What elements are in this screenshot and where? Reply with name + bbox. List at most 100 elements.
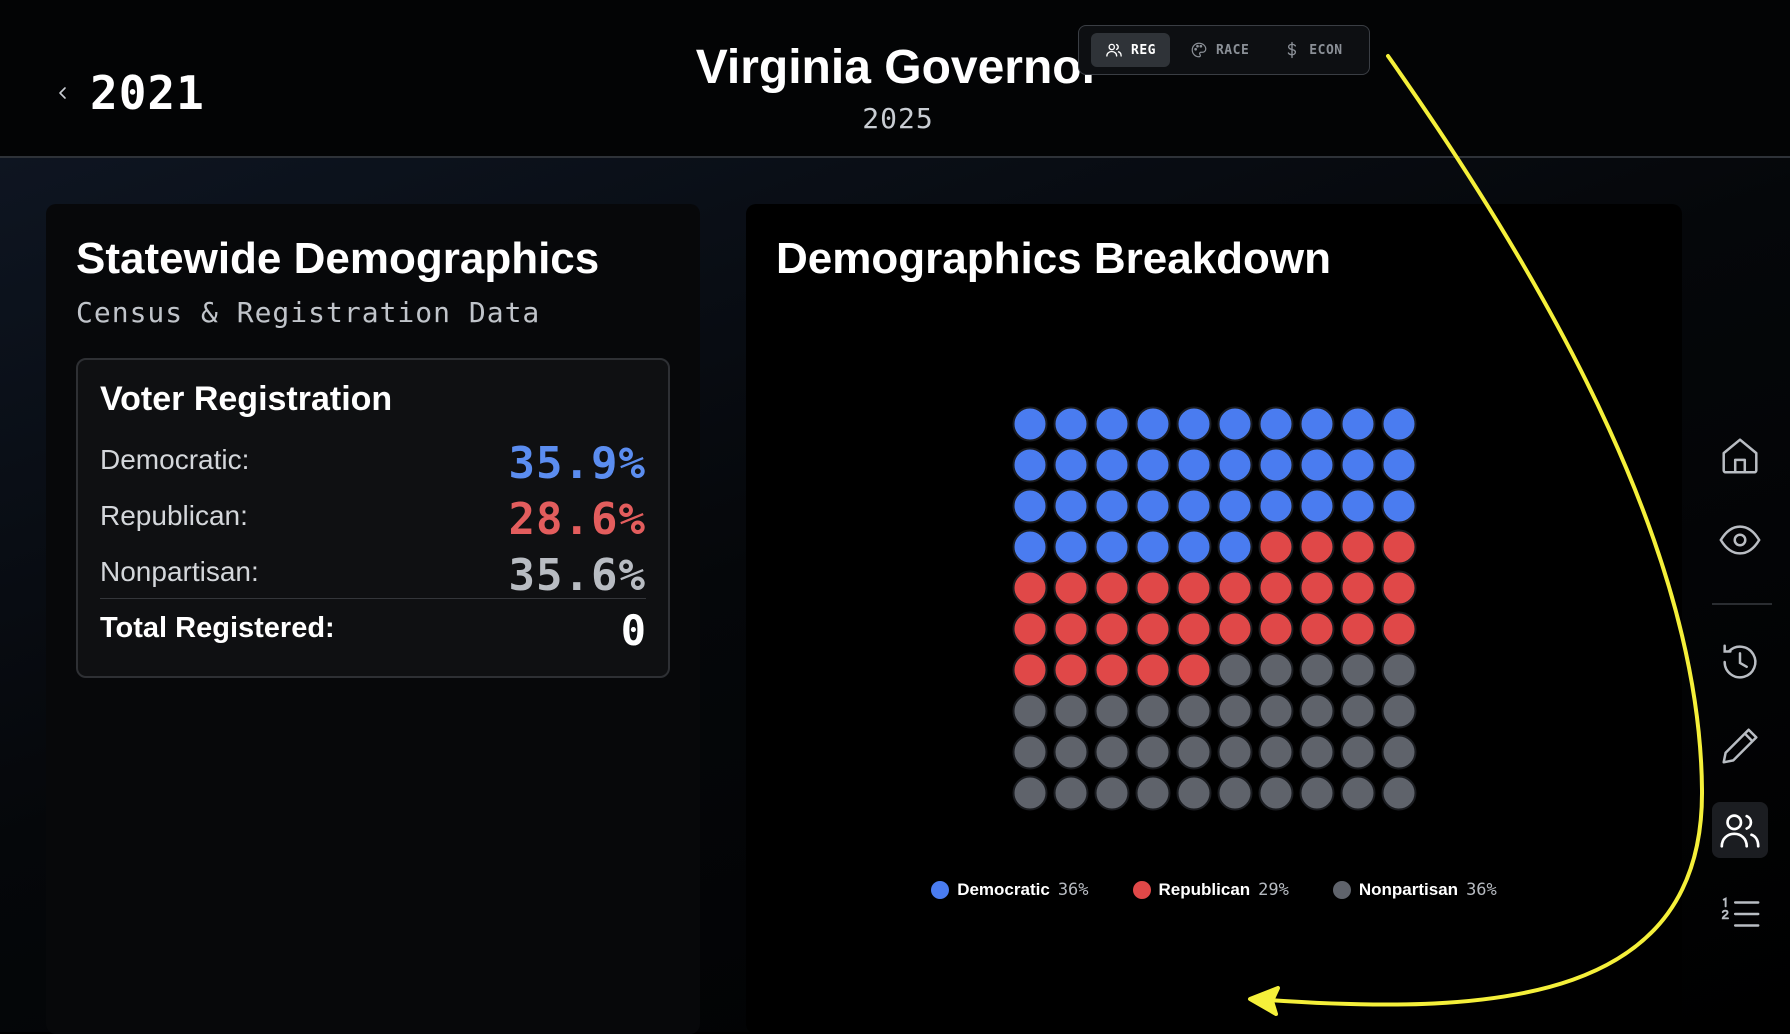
- waffle-dot-nonpartisan: [1094, 734, 1130, 770]
- users-icon: [1106, 43, 1122, 57]
- waffle-dot-democratic: [1053, 406, 1089, 442]
- waffle-dot-republican: [1012, 652, 1048, 688]
- waffle-dot-democratic: [1340, 447, 1376, 483]
- waffle-dot-nonpartisan: [1340, 775, 1376, 811]
- waffle-dot-democratic: [1012, 406, 1048, 442]
- ranking-button[interactable]: [1712, 886, 1768, 942]
- waffle-dot-democratic: [1012, 529, 1048, 565]
- waffle-dot-nonpartisan: [1299, 693, 1335, 729]
- waffle-dot-democratic: [1176, 447, 1212, 483]
- waffle-dot-democratic: [1094, 488, 1130, 524]
- waffle-dot-republican: [1381, 570, 1417, 606]
- waffle-dot-republican: [1340, 611, 1376, 647]
- demographics-button[interactable]: [1712, 802, 1768, 858]
- demographics-breakdown-card: Demographics Breakdown Democratic 36% Re…: [746, 204, 1682, 1034]
- waffle-dot-nonpartisan: [1094, 693, 1130, 729]
- chevron-left-icon: [59, 87, 66, 99]
- waffle-dot-nonpartisan: [1217, 652, 1253, 688]
- waffle-dot-democratic: [1012, 488, 1048, 524]
- waffle-dot-republican: [1381, 529, 1417, 565]
- palette-icon: [1191, 42, 1207, 58]
- voter-registration-panel: Voter Registration Democratic: 35.9% Rep…: [76, 358, 670, 678]
- waffle-dot-democratic: [1340, 406, 1376, 442]
- mode-race-button[interactable]: RACE: [1176, 33, 1263, 67]
- waffle-dot-republican: [1340, 570, 1376, 606]
- waffle-dot-democratic: [1217, 529, 1253, 565]
- waffle-dot-democratic: [1176, 488, 1212, 524]
- toolbar-divider: [1712, 603, 1772, 605]
- legend-item-nonpartisan: Nonpartisan 36%: [1332, 880, 1497, 900]
- waffle-dot-republican: [1176, 652, 1212, 688]
- waffle-dot-republican: [1299, 529, 1335, 565]
- registration-value: 35.9%: [508, 438, 646, 489]
- waffle-dot-democratic: [1299, 447, 1335, 483]
- mode-econ-button[interactable]: ECON: [1269, 33, 1356, 67]
- home-icon: [1722, 438, 1758, 474]
- back-to-previous-year[interactable]: 2021: [56, 66, 205, 120]
- waffle-dot-republican: [1094, 611, 1130, 647]
- waffle-dot-republican: [1299, 611, 1335, 647]
- waffle-dot-nonpartisan: [1135, 775, 1171, 811]
- header-bar: 2021 Virginia Governor 2025 REG RACE ECO…: [0, 0, 1790, 158]
- waffle-dot-nonpartisan: [1217, 734, 1253, 770]
- registration-divider: [100, 598, 646, 599]
- waffle-dot-nonpartisan: [1176, 693, 1212, 729]
- waffle-dot-republican: [1094, 652, 1130, 688]
- waffle-dot-democratic: [1094, 447, 1130, 483]
- legend-swatch: [1132, 881, 1151, 899]
- waffle-dot-republican: [1012, 611, 1048, 647]
- waffle-dot-republican: [1176, 570, 1212, 606]
- view-button[interactable]: [1712, 512, 1768, 568]
- legend-name: Democratic: [957, 880, 1050, 899]
- waffle-dot-republican: [1217, 570, 1253, 606]
- waffle-dot-republican: [1258, 529, 1294, 565]
- mode-reg-label: REG: [1131, 42, 1156, 58]
- legend-name: Nonpartisan: [1358, 880, 1459, 899]
- mode-race-label: RACE: [1215, 42, 1250, 58]
- waffle-dot-democratic: [1053, 529, 1089, 565]
- waffle-dot-nonpartisan: [1012, 775, 1048, 811]
- waffle-dot-democratic: [1053, 488, 1089, 524]
- waffle-dot-republican: [1176, 611, 1212, 647]
- waffle-dot-democratic: [1258, 447, 1294, 483]
- legend-percent: 36%: [1057, 880, 1089, 900]
- waffle-dot-nonpartisan: [1258, 652, 1294, 688]
- home-button[interactable]: [1712, 428, 1768, 484]
- waffle-dot-democratic: [1217, 406, 1253, 442]
- waffle-dot-nonpartisan: [1299, 775, 1335, 811]
- waffle-dot-republican: [1135, 652, 1171, 688]
- registration-row-nonpartisan: Nonpartisan: 35.6%: [100, 550, 646, 606]
- waffle-dot-republican: [1258, 611, 1294, 647]
- waffle-dot-nonpartisan: [1094, 775, 1130, 811]
- waffle-dot-democratic: [1217, 447, 1253, 483]
- waffle-dot-nonpartisan: [1135, 734, 1171, 770]
- waffle-dot-nonpartisan: [1012, 693, 1048, 729]
- mode-econ-label: ECON: [1309, 42, 1343, 58]
- waffle-dot-democratic: [1094, 406, 1130, 442]
- legend-swatch: [931, 881, 950, 899]
- history-button[interactable]: [1712, 634, 1768, 690]
- waffle-dot-nonpartisan: [1258, 693, 1294, 729]
- waffle-dot-democratic: [1135, 406, 1171, 442]
- page-subtitle-year: 2025: [862, 102, 934, 135]
- waffle-dot-democratic: [1340, 488, 1376, 524]
- waffle-dot-nonpartisan: [1381, 734, 1417, 770]
- waffle-dot-democratic: [1299, 488, 1335, 524]
- waffle-dot-democratic: [1176, 529, 1212, 565]
- edit-button[interactable]: [1712, 718, 1768, 774]
- previous-year-label[interactable]: 2021: [90, 66, 205, 120]
- registration-value: 28.6%: [508, 494, 646, 545]
- waffle-dot-nonpartisan: [1135, 693, 1171, 729]
- registration-value: 35.6%: [508, 550, 646, 601]
- waffle-dot-nonpartisan: [1176, 775, 1212, 811]
- history-icon: [1723, 644, 1757, 679]
- waffle-dot-republican: [1340, 529, 1376, 565]
- waffle-dot-nonpartisan: [1217, 693, 1253, 729]
- chart-legend: Democratic 36% Republican 29% Nonpartisa…: [746, 880, 1682, 900]
- waffle-dot-republican: [1012, 570, 1048, 606]
- waffle-dot-nonpartisan: [1340, 734, 1376, 770]
- mode-reg-button[interactable]: REG: [1091, 33, 1170, 67]
- users-icon: [1720, 814, 1760, 848]
- registration-label: Nonpartisan:: [100, 556, 259, 587]
- voter-registration-title: Voter Registration: [100, 380, 393, 418]
